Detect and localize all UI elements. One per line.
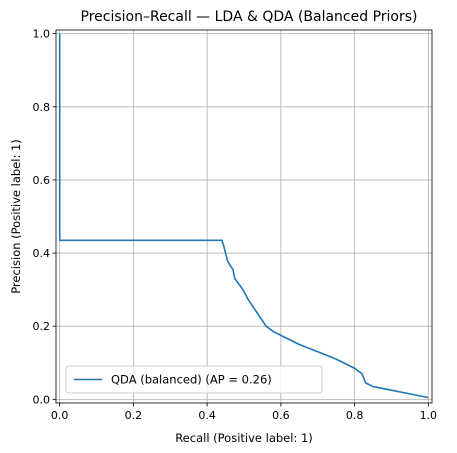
x-tick-label: 0.8: [346, 409, 364, 422]
y-axis-label: Precision (Positive label: 1): [9, 139, 23, 294]
x-tick-label: 0.4: [198, 409, 216, 422]
x-tick-label: 0.2: [125, 409, 143, 422]
legend: QDA (balanced) (AP = 0.26): [65, 365, 323, 394]
legend-box: [65, 365, 323, 394]
y-tick-label: 0.6: [33, 174, 51, 187]
series-layer: [58, 33, 429, 399]
x-tick-label: 0.6: [272, 409, 290, 422]
x-tick-label: 0.0: [51, 409, 69, 422]
y-ticks: 0.0 0.2 0.4 0.6 0.8 1.0: [33, 28, 56, 406]
y-tick-label: 0.2: [33, 320, 51, 333]
x-ticks: 0.0 0.2 0.4 0.6 0.8 1.0: [51, 403, 437, 422]
series-line: [58, 33, 429, 399]
grid: [56, 30, 432, 403]
x-tick-label: 1.0: [420, 409, 438, 422]
y-tick-label: 0.0: [33, 393, 51, 406]
y-tick-label: 0.4: [33, 247, 51, 260]
x-axis-label: Recall (Positive label: 1): [175, 431, 313, 445]
plot-frame: [55, 29, 433, 404]
legend-label: QDA (balanced) (AP = 0.26): [111, 373, 272, 387]
chart-title: Precision–Recall — LDA & QDA (Balanced P…: [81, 9, 418, 25]
y-tick-label: 1.0: [33, 28, 51, 41]
y-tick-label: 0.8: [33, 101, 51, 114]
